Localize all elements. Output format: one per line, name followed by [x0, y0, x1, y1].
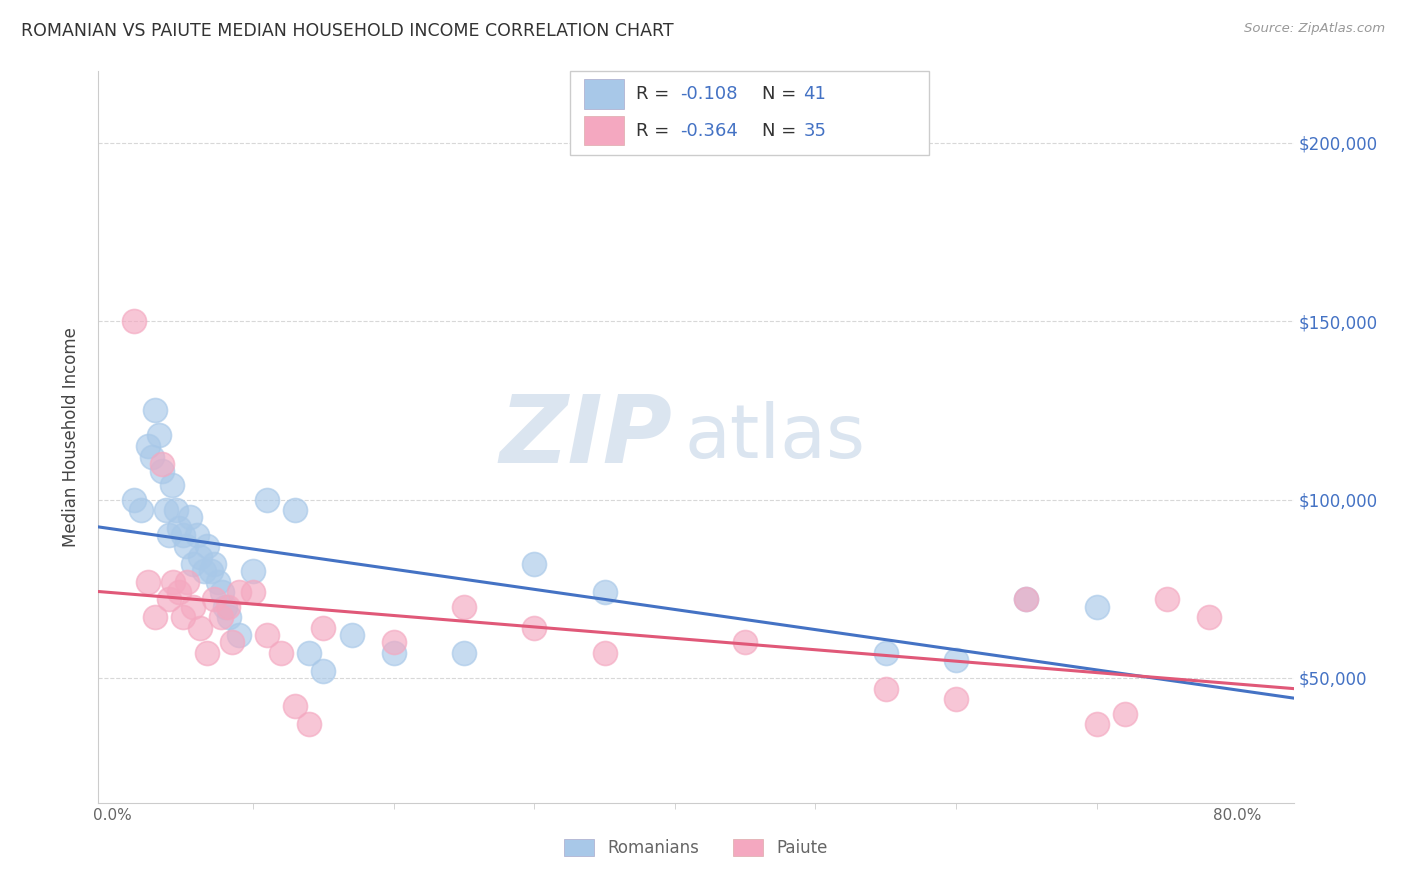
Point	[221, 635, 243, 649]
Point	[150, 457, 173, 471]
Point	[1015, 592, 1038, 607]
Point	[382, 635, 405, 649]
Point	[143, 403, 166, 417]
Point	[214, 599, 236, 614]
Point	[875, 646, 897, 660]
Point	[129, 503, 152, 517]
Point	[141, 450, 163, 464]
Point	[165, 503, 187, 517]
Point	[298, 646, 321, 660]
Point	[256, 628, 278, 642]
Point	[218, 610, 240, 624]
Point	[312, 664, 335, 678]
Point	[167, 585, 190, 599]
Text: R =: R =	[637, 121, 675, 140]
Point	[453, 599, 475, 614]
Point	[150, 464, 173, 478]
Point	[1085, 717, 1108, 731]
Point	[160, 478, 183, 492]
Point	[875, 681, 897, 696]
Point	[734, 635, 756, 649]
Point	[162, 574, 184, 589]
Legend: Romanians, Paiute: Romanians, Paiute	[558, 832, 834, 864]
Point	[593, 585, 616, 599]
FancyBboxPatch shape	[571, 71, 929, 155]
Point	[202, 592, 225, 607]
Point	[181, 599, 204, 614]
Point	[202, 557, 225, 571]
Text: 35: 35	[804, 121, 827, 140]
Point	[186, 528, 208, 542]
Point	[945, 653, 967, 667]
Text: R =: R =	[637, 85, 675, 103]
Text: N =: N =	[762, 121, 801, 140]
Point	[207, 574, 229, 589]
Point	[211, 585, 233, 599]
Point	[523, 621, 546, 635]
Point	[157, 592, 180, 607]
Point	[188, 621, 211, 635]
Point	[148, 428, 170, 442]
Point	[453, 646, 475, 660]
Point	[176, 574, 198, 589]
Point	[217, 599, 239, 614]
Point	[136, 574, 159, 589]
Text: 41: 41	[804, 85, 827, 103]
Point	[172, 610, 194, 624]
Point	[945, 692, 967, 706]
Point	[1114, 706, 1136, 721]
Point	[209, 610, 232, 624]
Text: ZIP: ZIP	[499, 391, 672, 483]
Point	[122, 492, 145, 507]
Y-axis label: Median Household Income: Median Household Income	[62, 327, 80, 547]
Point	[1015, 592, 1038, 607]
Point	[174, 539, 197, 553]
Text: -0.364: -0.364	[681, 121, 738, 140]
Point	[1085, 599, 1108, 614]
Text: N =: N =	[762, 85, 801, 103]
Point	[242, 585, 264, 599]
Point	[188, 549, 211, 564]
Point	[167, 521, 190, 535]
Point	[155, 503, 177, 517]
Point	[195, 539, 218, 553]
Point	[270, 646, 292, 660]
FancyBboxPatch shape	[583, 79, 624, 109]
Point	[382, 646, 405, 660]
Point	[172, 528, 194, 542]
Point	[242, 564, 264, 578]
Text: -0.108: -0.108	[681, 85, 738, 103]
Point	[228, 628, 250, 642]
Point	[312, 621, 335, 635]
Point	[195, 646, 218, 660]
Point	[284, 699, 307, 714]
Point	[181, 557, 204, 571]
Point	[136, 439, 159, 453]
Text: ROMANIAN VS PAIUTE MEDIAN HOUSEHOLD INCOME CORRELATION CHART: ROMANIAN VS PAIUTE MEDIAN HOUSEHOLD INCO…	[21, 22, 673, 40]
Point	[228, 585, 250, 599]
Point	[122, 314, 145, 328]
Point	[593, 646, 616, 660]
Point	[256, 492, 278, 507]
Point	[193, 564, 215, 578]
Point	[179, 510, 201, 524]
Point	[1156, 592, 1178, 607]
FancyBboxPatch shape	[583, 116, 624, 145]
Point	[340, 628, 363, 642]
Text: Source: ZipAtlas.com: Source: ZipAtlas.com	[1244, 22, 1385, 36]
Point	[284, 503, 307, 517]
Point	[298, 717, 321, 731]
Point	[523, 557, 546, 571]
Point	[1198, 610, 1220, 624]
Point	[157, 528, 180, 542]
Point	[143, 610, 166, 624]
Point	[200, 564, 222, 578]
Text: atlas: atlas	[685, 401, 865, 474]
